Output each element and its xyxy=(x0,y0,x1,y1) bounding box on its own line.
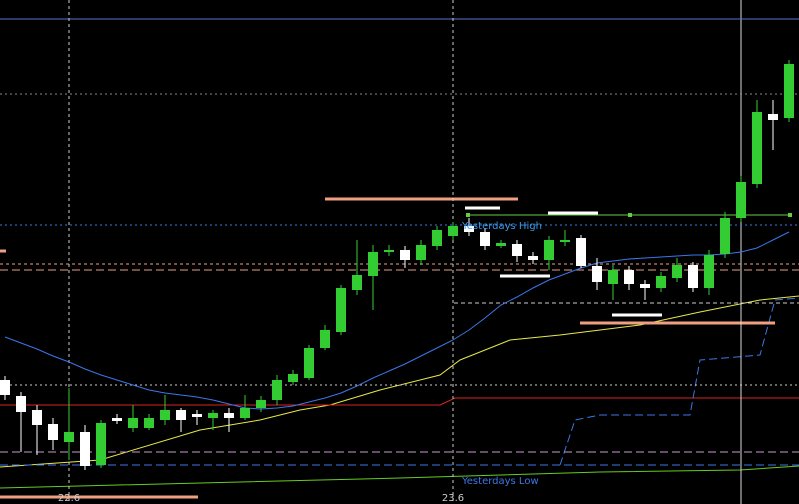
candle-body xyxy=(560,240,570,242)
candle-body xyxy=(384,250,394,252)
candle-body xyxy=(784,64,794,118)
candle-body xyxy=(144,418,154,428)
trend-handle xyxy=(788,213,792,217)
candle-body xyxy=(480,232,490,246)
candle-body xyxy=(608,270,618,284)
candle-body xyxy=(432,230,442,246)
candle-body xyxy=(96,423,106,465)
candle-body xyxy=(304,348,314,378)
candle-body xyxy=(32,410,42,425)
candle-body xyxy=(464,226,474,232)
candle-body xyxy=(720,218,730,254)
candle-body xyxy=(688,265,698,288)
candle-body xyxy=(80,432,90,466)
candle-body xyxy=(496,243,506,246)
candle-body xyxy=(704,255,714,288)
candle-body xyxy=(240,408,250,418)
candle-body xyxy=(288,374,298,382)
candle-body xyxy=(656,276,666,288)
candle-body xyxy=(192,414,202,417)
candle-body xyxy=(112,418,122,421)
candle-body xyxy=(576,238,586,266)
candle-body xyxy=(208,413,218,418)
candle-body xyxy=(64,432,74,442)
trend-handle xyxy=(466,213,470,217)
candle-body xyxy=(736,182,746,218)
candle-body xyxy=(320,330,330,348)
yellow-line xyxy=(0,295,799,468)
candle-body xyxy=(336,288,346,332)
candle-body xyxy=(176,410,186,420)
candle-body xyxy=(224,413,234,418)
candle-body xyxy=(368,252,378,276)
candle-body xyxy=(640,284,650,288)
candle-body xyxy=(400,250,410,260)
x-tick-label: 23.6 xyxy=(442,493,464,504)
annotation: Yesterdays Low xyxy=(461,476,539,487)
trend-handle xyxy=(628,213,632,217)
moving-average xyxy=(4,231,790,410)
candle-body xyxy=(160,410,170,420)
candle-body xyxy=(416,245,426,260)
candle-body xyxy=(528,256,538,260)
candle-body xyxy=(768,114,778,120)
x-tick-label: 22.6 xyxy=(58,493,80,504)
candle-body xyxy=(272,380,282,400)
candle-body xyxy=(624,270,634,284)
candle-body xyxy=(448,226,458,236)
candle-body xyxy=(256,400,266,408)
candle-body xyxy=(752,112,762,184)
green-line xyxy=(0,465,799,489)
candle-body xyxy=(672,265,682,278)
candle-body xyxy=(592,266,602,282)
candle-body xyxy=(512,244,522,256)
blue-step-line xyxy=(559,297,799,466)
candle-body xyxy=(0,380,10,395)
red-line xyxy=(0,397,799,406)
candle-body xyxy=(48,424,58,440)
candle-body xyxy=(544,240,554,260)
annotation: Yesterdays High xyxy=(461,221,542,232)
candle-body xyxy=(128,418,138,428)
candle-body xyxy=(352,275,362,290)
candle-body xyxy=(16,396,26,412)
